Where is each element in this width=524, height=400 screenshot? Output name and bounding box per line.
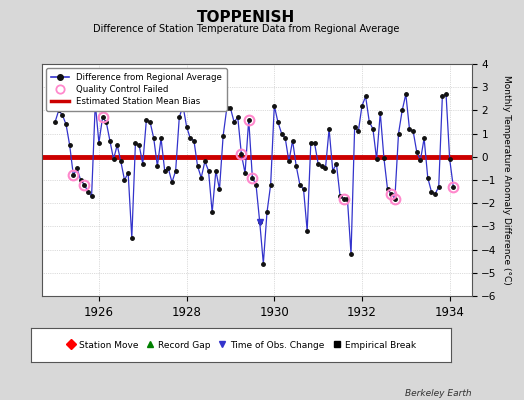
Y-axis label: Monthly Temperature Anomaly Difference (°C): Monthly Temperature Anomaly Difference (… [502, 75, 511, 285]
Legend: Difference from Regional Average, Quality Control Failed, Estimated Station Mean: Difference from Regional Average, Qualit… [46, 68, 226, 111]
Text: TOPPENISH: TOPPENISH [197, 10, 296, 25]
Text: Berkeley Earth: Berkeley Earth [405, 389, 472, 398]
Legend: Station Move, Record Gap, Time of Obs. Change, Empirical Break: Station Move, Record Gap, Time of Obs. C… [63, 338, 419, 352]
Text: Difference of Station Temperature Data from Regional Average: Difference of Station Temperature Data f… [93, 24, 399, 34]
